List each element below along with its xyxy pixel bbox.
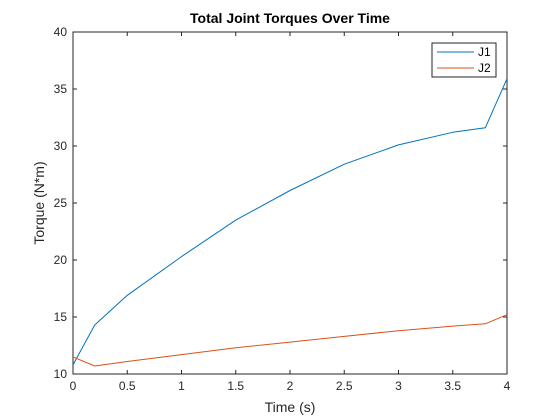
- y-tick-label: 10: [54, 367, 68, 381]
- x-tick-label: 2: [287, 379, 294, 393]
- x-tick-label: 1: [178, 379, 185, 393]
- y-tick-label: 15: [54, 310, 68, 324]
- y-tick-label: 40: [54, 25, 68, 39]
- x-tick-label: 4: [504, 379, 511, 393]
- series-lines: [72, 78, 508, 367]
- legend-label-j1: J1: [478, 45, 491, 59]
- x-tick-label: 3.5: [444, 379, 461, 393]
- x-tick-label: 2.5: [336, 379, 353, 393]
- y-tick-label: 35: [54, 82, 68, 96]
- x-axis-ticks: 0 0.5 1 1.5 2 2.5 3 3.5 4: [70, 32, 511, 393]
- y-tick-label: 25: [54, 196, 68, 210]
- x-tick-label: 0.5: [119, 379, 136, 393]
- y-axis-ticks: 10 15 20 25 30 35 40: [54, 25, 507, 381]
- series-line-j2: [72, 314, 508, 367]
- x-tick-label: 3: [395, 379, 402, 393]
- y-tick-label: 20: [54, 253, 68, 267]
- legend: J1 J2: [431, 42, 497, 78]
- x-tick-label: 0: [70, 379, 77, 393]
- x-axis-title: Time (s): [265, 399, 316, 415]
- plot-area: [72, 31, 508, 375]
- y-axis-title: Torque (N*m): [31, 161, 47, 244]
- y-tick-label: 30: [54, 139, 68, 153]
- chart-title: Total Joint Torques Over Time: [190, 10, 390, 26]
- series-line-j1: [72, 78, 508, 366]
- legend-box: [431, 42, 497, 78]
- legend-label-j2: J2: [478, 61, 491, 75]
- x-tick-label: 1.5: [227, 379, 244, 393]
